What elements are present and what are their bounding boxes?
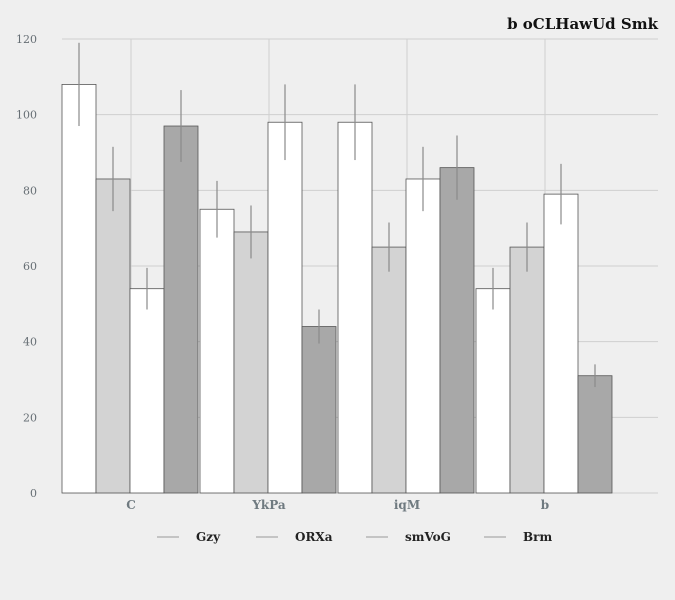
bar xyxy=(233,231,269,494)
bar xyxy=(267,121,303,494)
bar xyxy=(439,167,475,494)
y-tick-label: 40 xyxy=(23,336,37,349)
x-axis-categories: C YkPa iqM b xyxy=(126,498,549,512)
y-tick-label: 60 xyxy=(23,260,37,273)
y-tick-label: 0 xyxy=(30,487,37,500)
bar xyxy=(163,125,199,494)
legend-label: Gzy xyxy=(196,530,221,544)
y-tick-label: 80 xyxy=(23,184,37,197)
bar xyxy=(405,178,441,494)
y-axis-ticks: 0 20 40 60 80 100 120 xyxy=(16,33,37,500)
bar xyxy=(301,326,337,494)
bar xyxy=(95,178,131,494)
bar xyxy=(129,288,165,494)
legend-label: Brm xyxy=(523,530,552,544)
bar xyxy=(577,375,613,494)
y-tick-label: 20 xyxy=(23,411,37,424)
legend-label: ORXa xyxy=(295,530,333,544)
bar xyxy=(61,84,97,494)
bar xyxy=(543,193,579,494)
y-tick-label: 120 xyxy=(16,33,37,46)
bar xyxy=(337,121,373,494)
bar xyxy=(371,246,407,494)
x-tick-label: C xyxy=(126,498,136,512)
legend: Gzy ORXa smVoG Brm xyxy=(157,530,552,544)
bar xyxy=(509,246,545,494)
legend-label: smVoG xyxy=(405,530,451,544)
x-tick-label: YkPa xyxy=(251,498,286,512)
x-tick-label: iqM xyxy=(394,498,420,512)
bar xyxy=(199,208,235,494)
chart-title: b oCLHawUd Smk xyxy=(507,15,659,33)
error-bars xyxy=(78,42,596,388)
bars xyxy=(61,84,613,494)
x-tick-label: b xyxy=(541,498,549,512)
bar xyxy=(475,288,511,494)
y-tick-label: 100 xyxy=(16,109,37,122)
